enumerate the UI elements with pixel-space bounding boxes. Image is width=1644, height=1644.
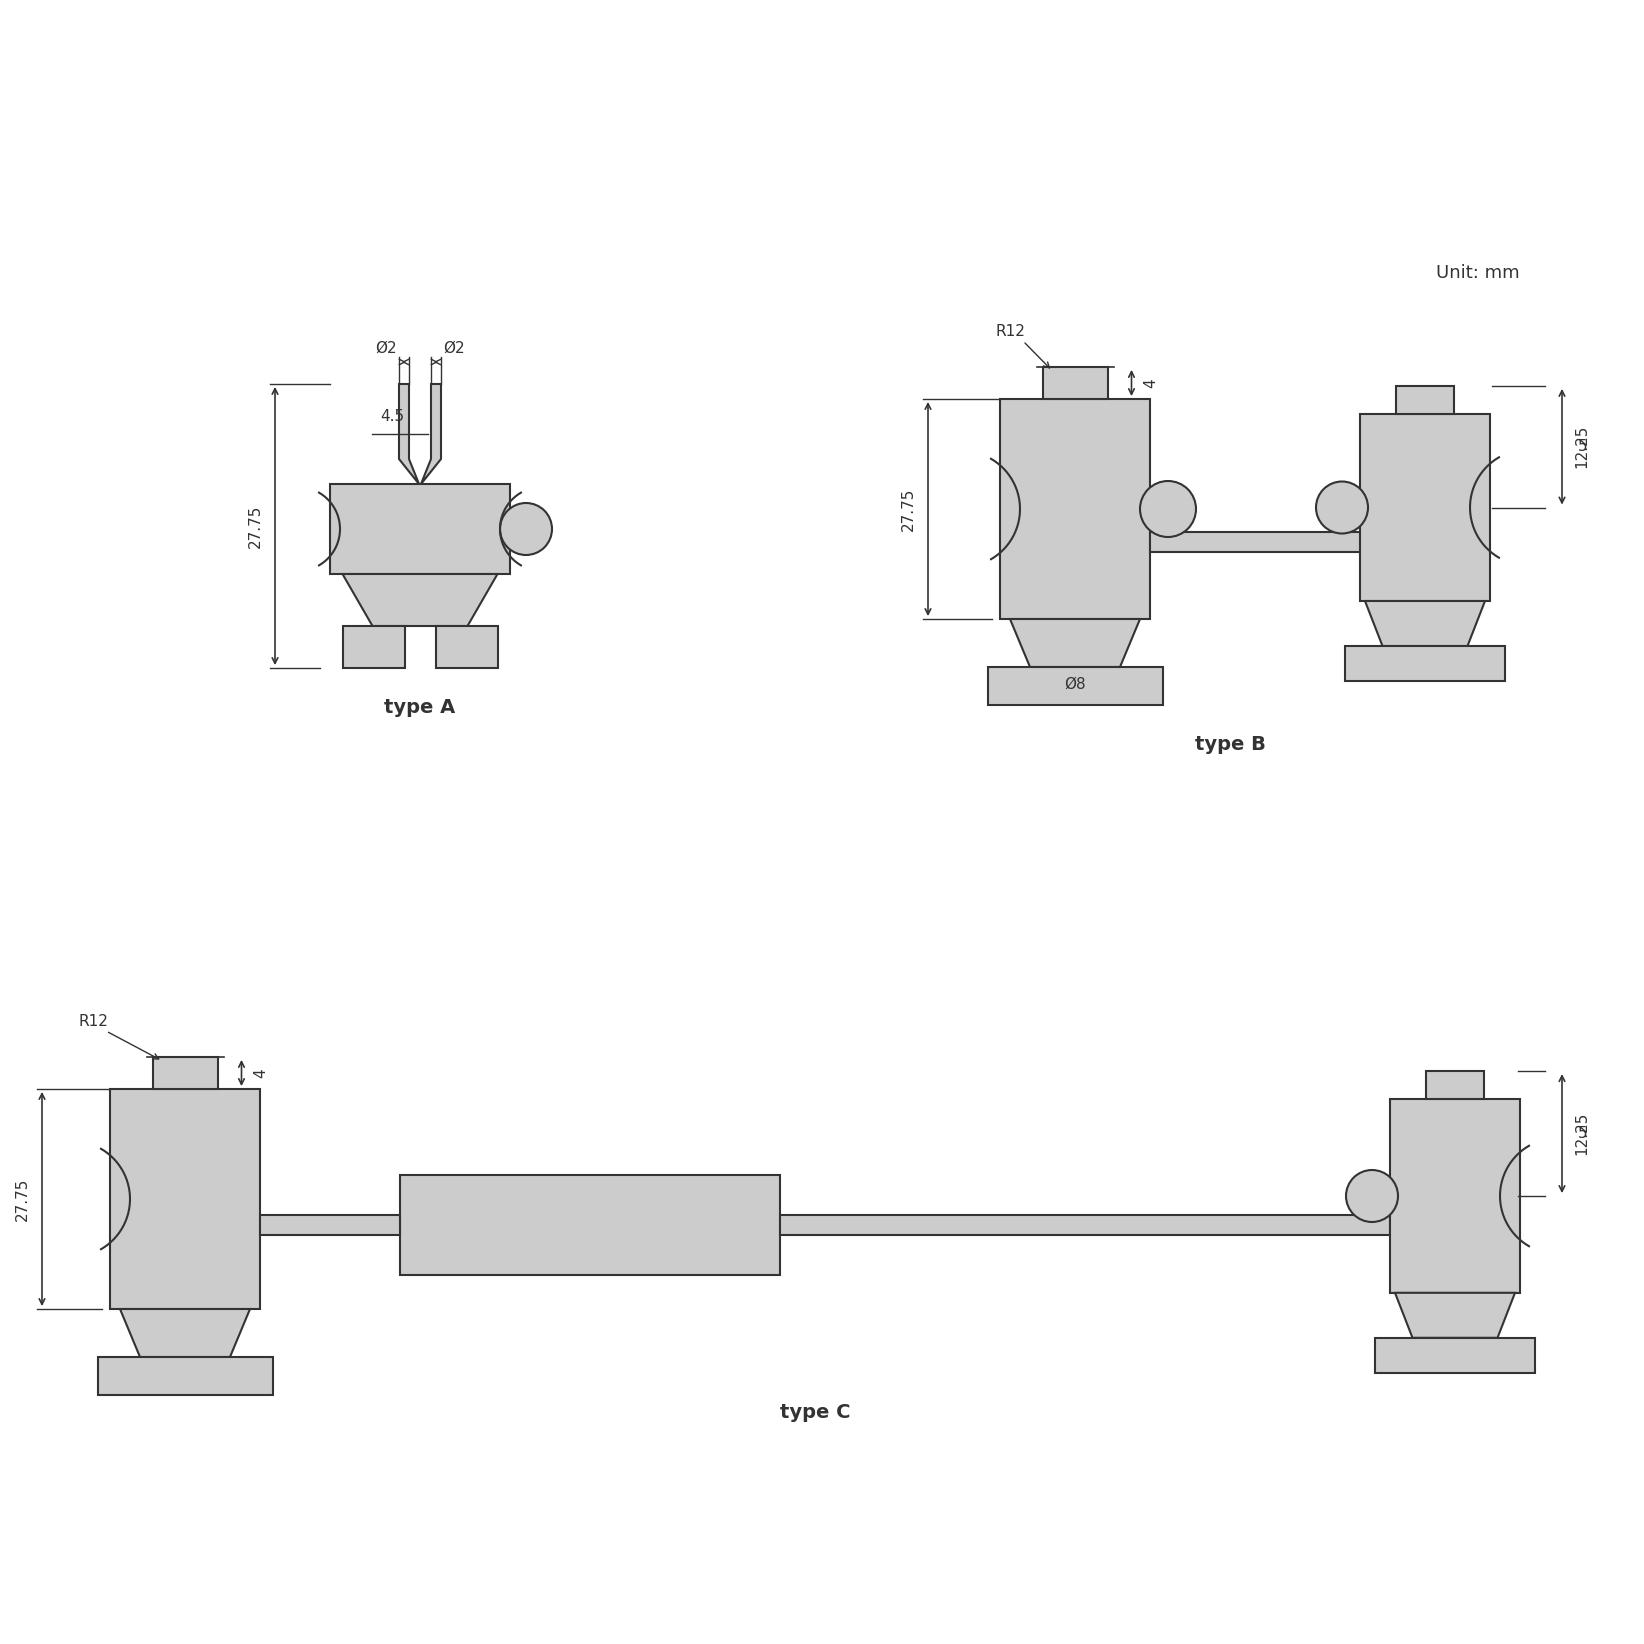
FancyBboxPatch shape: [1151, 533, 1389, 552]
FancyBboxPatch shape: [153, 1057, 217, 1088]
Text: 27.75: 27.75: [901, 487, 916, 531]
Text: 5: 5: [1578, 439, 1588, 454]
FancyBboxPatch shape: [1374, 1338, 1535, 1373]
Circle shape: [1139, 482, 1195, 538]
FancyBboxPatch shape: [779, 1215, 1389, 1235]
FancyBboxPatch shape: [436, 626, 498, 667]
Polygon shape: [421, 385, 441, 483]
Text: R12: R12: [77, 1014, 109, 1029]
Polygon shape: [1365, 602, 1485, 646]
FancyBboxPatch shape: [1396, 386, 1453, 414]
Text: Ø2: Ø2: [444, 340, 465, 357]
FancyBboxPatch shape: [1389, 1100, 1521, 1292]
FancyBboxPatch shape: [260, 1215, 399, 1235]
Text: R12: R12: [995, 324, 1024, 339]
Circle shape: [1346, 1171, 1397, 1221]
Polygon shape: [1396, 1292, 1516, 1338]
Text: type A: type A: [385, 699, 455, 717]
Text: Ø8: Ø8: [1064, 677, 1085, 692]
Polygon shape: [399, 385, 419, 483]
FancyBboxPatch shape: [1345, 646, 1504, 681]
Text: Ø2: Ø2: [375, 340, 396, 357]
FancyBboxPatch shape: [988, 667, 1162, 705]
FancyBboxPatch shape: [1360, 414, 1489, 602]
FancyBboxPatch shape: [330, 483, 510, 574]
Text: 12.25: 12.25: [1573, 1111, 1590, 1156]
FancyBboxPatch shape: [342, 626, 404, 667]
Text: 4: 4: [253, 1069, 268, 1078]
FancyBboxPatch shape: [1425, 1072, 1485, 1100]
Text: 5: 5: [1578, 1126, 1588, 1141]
FancyBboxPatch shape: [97, 1356, 273, 1396]
Text: 4: 4: [1144, 378, 1159, 388]
Circle shape: [500, 503, 552, 556]
Text: 4.5: 4.5: [380, 408, 404, 424]
Polygon shape: [1009, 620, 1139, 667]
Text: Unit: mm: Unit: mm: [1437, 265, 1521, 283]
Text: 27.75: 27.75: [15, 1177, 30, 1221]
FancyBboxPatch shape: [399, 1175, 779, 1276]
FancyBboxPatch shape: [1042, 367, 1108, 399]
Polygon shape: [120, 1309, 250, 1356]
Text: type B: type B: [1195, 735, 1266, 755]
Circle shape: [1315, 482, 1368, 534]
Text: 27.75: 27.75: [248, 505, 263, 547]
FancyBboxPatch shape: [1000, 399, 1151, 620]
FancyBboxPatch shape: [110, 1088, 260, 1309]
Polygon shape: [342, 574, 498, 626]
Text: 12.25: 12.25: [1573, 426, 1590, 469]
Text: type C: type C: [779, 1402, 850, 1422]
